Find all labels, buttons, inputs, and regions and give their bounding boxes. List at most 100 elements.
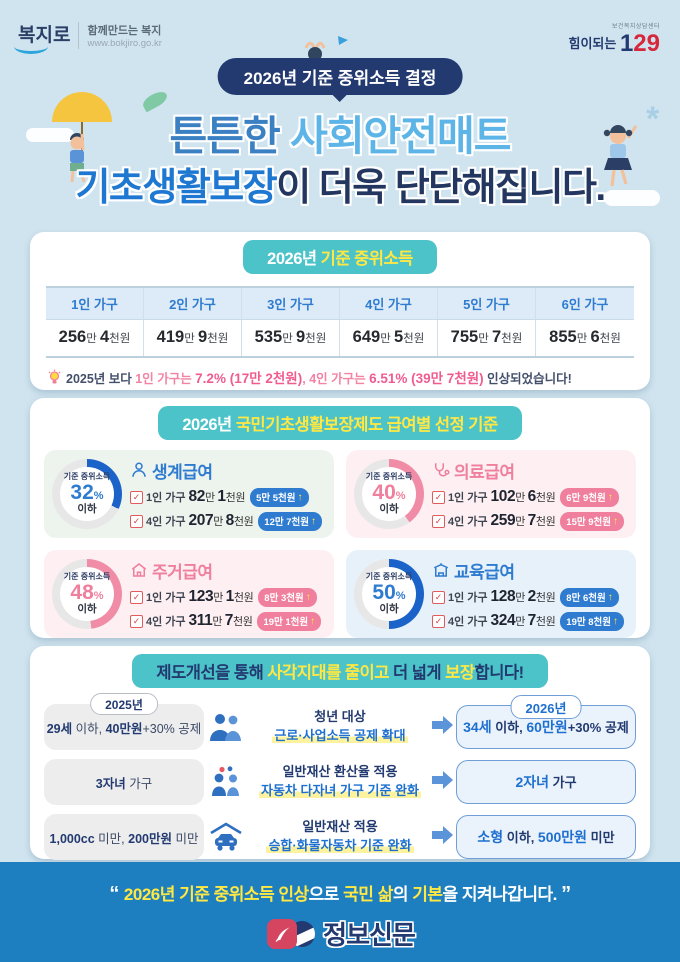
table-header-cell: 3인 가구: [242, 288, 340, 320]
benefit-title: 주거급여: [152, 562, 213, 582]
main-title-line2: 기초생활보장이 더욱 단단해집니다.: [75, 167, 606, 209]
table-header-cell: 5인 가구: [438, 288, 536, 320]
table-value-cell: 256만 4천원: [46, 320, 144, 356]
stethoscope-icon: [432, 461, 450, 479]
benefit-education: 기준 중위소득 50% 이하 교육급여 ✓ 1인 가구: [346, 550, 636, 638]
reform-card: 제도개선을 통해 사각지대를 줄이고 더 넓게 보장합니다! 2025년 29세…: [30, 646, 650, 860]
quill-icon: [267, 918, 298, 949]
checkbox-icon: ✓: [130, 490, 143, 504]
bokjiro-logo-mark: 복지로: [14, 26, 70, 54]
call129-caption: 보건복지상담센터: [611, 24, 660, 30]
arrow-right-icon: [432, 715, 456, 740]
jumping-kid-decoration: [603, 125, 638, 187]
checkbox-icon: ✓: [432, 490, 445, 504]
benefit-title: 의료급여: [454, 462, 515, 482]
year-pill-2026: 2026년: [510, 695, 582, 719]
people-icon: [204, 711, 248, 743]
up-arrow-icon: ↑: [607, 591, 613, 603]
footer-quote: “ 2026년 기준 중위소득 인상으로 국민 삶의 기본을 지켜나갑니다. ”: [109, 883, 571, 905]
sparkle-decoration: *: [646, 100, 660, 138]
increase-badge: 19만 1천원 ↑: [257, 611, 322, 631]
house-icon: [130, 561, 148, 579]
reform-row-youth: 2025년 29세 이하, 40만원+30% 공제 청년 대상 근로·사업소득 …: [44, 693, 636, 750]
publisher-name: 정보신문: [323, 920, 416, 950]
benefit-row: ✓ 1인 가구 82만 1천원 5만 5천원 ↑: [130, 487, 322, 507]
benefits-card: 2026년 국민기초생활보장제도 급여별 선정 기준 기준 중위소득 32% 이…: [30, 398, 650, 638]
percent-value: 48%: [70, 580, 104, 604]
benefit-row: ✓ 1인 가구 123만 1천원 8만 3천원 ↑: [130, 587, 321, 607]
before-box: 2025년 29세 이하, 40만원+30% 공제: [44, 693, 204, 750]
table-value-cell: 535만 9천원: [242, 320, 340, 356]
benefit-medical: 기준 중위소득 40% 이하 의료급여 ✓ 1인 가구: [346, 450, 636, 538]
after-box: 소형 이하, 500만원 미만: [456, 815, 636, 859]
benefit-row: ✓ 1인 가구 128만 2천원 8만 6천원 ↑: [432, 587, 624, 607]
main-title-line1: 튼튼한 사회안전매트: [169, 113, 512, 159]
benefit-livelihood: 기준 중위소득 32% 이하 생계급여 ✓ 1인 가구: [44, 450, 334, 538]
donut-chart-40: 기준 중위소득 40% 이하: [354, 459, 424, 529]
benefit-title: 생계급여: [152, 462, 213, 482]
table-value-cell: 855만 6천원: [536, 320, 634, 356]
median-income-card: 2026년 기준 중위소득 1인 가구 2인 가구 3인 가구 4인 가구 5인…: [30, 232, 650, 390]
increase-badge: 5만 5천원 ↑: [250, 487, 309, 507]
call129-prefix: 힘이되는: [568, 36, 620, 51]
car-icon: [204, 821, 248, 853]
percent-value: 50%: [372, 580, 406, 604]
publisher-logo: 정보신문: [0, 915, 680, 952]
checkbox-icon: ✓: [130, 590, 143, 604]
benefit-row: ✓ 4인 가구 311만 7천원 19만 1천원 ↑: [130, 611, 322, 631]
before-box: 1,000cc 미만, 200만원 미만: [44, 814, 204, 860]
cloud-decoration: [604, 190, 660, 206]
call129-logo: 보건복지상담센터 힘이되는 129: [568, 24, 660, 57]
table-value-cell: 649만 5천원: [340, 320, 438, 356]
checkbox-icon: ✓: [432, 590, 445, 604]
table-header-cell: 2인 가구: [144, 288, 242, 320]
bokjiro-tagline: 함께만드는 복지: [87, 25, 162, 37]
benefit-row: ✓ 4인 가구 324만 7천원 19만 8천원 ↑: [432, 611, 625, 631]
smile-swoosh-icon: [14, 39, 48, 54]
footer: “ 2026년 기준 중위소득 인상으로 국민 삶의 기본을 지켜나갑니다. ”…: [0, 862, 680, 962]
donut-chart-32: 기준 중위소득 32% 이하: [52, 459, 122, 529]
person-icon: [130, 461, 148, 479]
median-income-table: 1인 가구 2인 가구 3인 가구 4인 가구 5인 가구 6인 가구 256만…: [46, 286, 634, 358]
benefits-grid: 기준 중위소득 32% 이하 생계급여 ✓ 1인 가구: [44, 450, 636, 638]
increase-badge: 19만 8천원 ↑: [560, 611, 625, 631]
table-header-cell: 6인 가구: [536, 288, 634, 320]
children-icon: [204, 766, 248, 798]
checkbox-icon: ✓: [130, 514, 143, 528]
benefits-card-title: 2026년 국민기초생활보장제도 급여별 선정 기준: [158, 406, 522, 440]
before-box: 3자녀 가구: [44, 759, 204, 805]
arrow-right-icon: [432, 770, 456, 795]
table-header-cell: 1인 가구: [46, 288, 144, 320]
call129-number: 1: [619, 30, 634, 57]
cloud-decoration: [26, 128, 74, 142]
year-pill-2025: 2025년: [90, 693, 158, 715]
up-arrow-icon: ↑: [305, 591, 311, 603]
up-arrow-icon: ↑: [607, 491, 613, 503]
top-badge: 2026년 기준 중위소득 결정: [217, 58, 463, 95]
bokjiro-url[interactable]: www.bokjiro.go.kr: [87, 38, 162, 49]
up-arrow-icon: ↑: [297, 491, 303, 503]
increase-badge: 8만 6천원 ↑: [560, 587, 619, 607]
percent-value: 40%: [372, 480, 406, 504]
arrow-right-icon: [432, 825, 456, 850]
increase-note: 2025년 보다 1인 가구는 7.2% (17만 2천원), 4인 가구는 6…: [48, 367, 632, 387]
reform-row-vehicle: 1,000cc 미만, 200만원 미만 일반재산 적용 승합·화물자동차 기준…: [44, 814, 636, 860]
lightbulb-icon: [48, 369, 61, 384]
donut-chart-50: 기준 중위소득 50% 이하: [354, 559, 424, 629]
benefit-title: 교육급여: [454, 562, 515, 582]
median-income-card-title: 2026년 기준 중위소득: [243, 240, 437, 274]
increase-badge: 15만 9천원 ↑: [560, 511, 625, 531]
benefit-row: ✓ 4인 가구 207만 8천원 12만 7천원 ↑: [130, 511, 323, 531]
checkbox-icon: ✓: [432, 614, 445, 628]
up-arrow-icon: ↑: [310, 615, 316, 627]
checkbox-icon: ✓: [130, 614, 143, 628]
increase-badge: 12만 7천원 ↑: [258, 511, 323, 531]
reform-card-title: 제도개선을 통해 사각지대를 줄이고 더 넓게 보장합니다!: [132, 654, 548, 688]
table-header-cell: 4인 가구: [340, 288, 438, 320]
donut-chart-48: 기준 중위소득 48% 이하: [52, 559, 122, 629]
checkbox-icon: ✓: [432, 514, 445, 528]
after-box: 2026년 34세 이하, 60만원+30% 공제: [456, 695, 636, 749]
table-value-cell: 419만 9천원: [144, 320, 242, 356]
up-arrow-icon: ↑: [613, 615, 619, 627]
